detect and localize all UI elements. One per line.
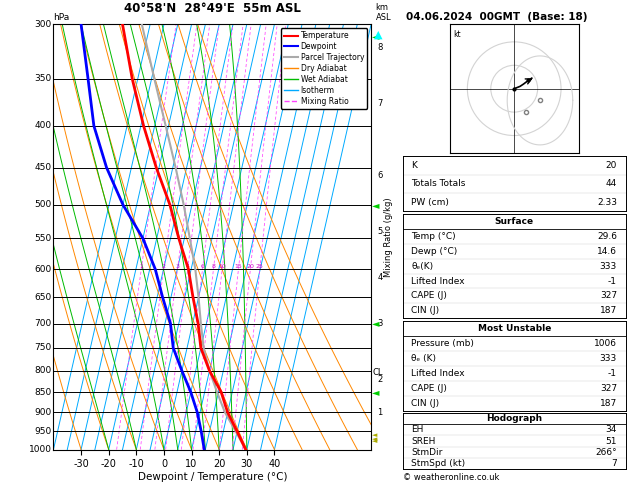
Text: Surface: Surface xyxy=(494,217,534,226)
Text: ◄: ◄ xyxy=(372,318,380,329)
Text: 1006: 1006 xyxy=(594,339,617,348)
Text: 600: 600 xyxy=(35,264,52,274)
Text: 550: 550 xyxy=(35,234,52,243)
Text: 8: 8 xyxy=(377,43,383,52)
Text: 4: 4 xyxy=(377,273,382,282)
Text: Pressure (mb): Pressure (mb) xyxy=(411,339,474,348)
Text: 2: 2 xyxy=(377,375,382,384)
Text: 29.6: 29.6 xyxy=(597,232,617,241)
Text: 15: 15 xyxy=(235,264,242,269)
Text: 2: 2 xyxy=(162,264,165,269)
Text: 327: 327 xyxy=(600,383,617,393)
Text: Lifted Index: Lifted Index xyxy=(411,369,465,378)
Text: 40°58'N  28°49'E  55m ASL: 40°58'N 28°49'E 55m ASL xyxy=(124,1,301,15)
Text: Temp (°C): Temp (°C) xyxy=(411,232,456,241)
Text: 750: 750 xyxy=(35,344,52,352)
Text: 20: 20 xyxy=(247,264,254,269)
Text: Totals Totals: Totals Totals xyxy=(411,179,466,189)
Text: 333: 333 xyxy=(599,354,617,363)
Text: 14.6: 14.6 xyxy=(597,247,617,256)
Text: 400: 400 xyxy=(35,122,52,130)
Text: 187: 187 xyxy=(599,306,617,315)
Text: CIN (J): CIN (J) xyxy=(411,306,440,315)
Text: 850: 850 xyxy=(35,388,52,397)
Text: ◄: ◄ xyxy=(372,387,380,397)
Text: 333: 333 xyxy=(599,261,617,271)
Text: 3: 3 xyxy=(175,264,179,269)
Text: 1000: 1000 xyxy=(29,445,52,454)
Text: 7: 7 xyxy=(611,459,617,468)
Text: ◄: ◄ xyxy=(372,432,378,438)
Text: 450: 450 xyxy=(35,163,52,172)
Text: 4: 4 xyxy=(186,264,190,269)
Text: Dewp (°C): Dewp (°C) xyxy=(411,247,458,256)
Text: 650: 650 xyxy=(35,293,52,302)
Text: CAPE (J): CAPE (J) xyxy=(411,292,447,300)
X-axis label: Dewpoint / Temperature (°C): Dewpoint / Temperature (°C) xyxy=(138,472,287,482)
Text: © weatheronline.co.uk: © weatheronline.co.uk xyxy=(403,473,499,482)
Text: kt: kt xyxy=(454,30,461,39)
Text: EH: EH xyxy=(411,425,424,434)
Text: 950: 950 xyxy=(35,427,52,436)
Text: 25: 25 xyxy=(256,264,264,269)
Text: 327: 327 xyxy=(600,292,617,300)
Text: 187: 187 xyxy=(599,399,617,408)
Text: θₑ (K): θₑ (K) xyxy=(411,354,437,363)
Text: 5: 5 xyxy=(377,227,382,236)
Text: StmSpd (kt): StmSpd (kt) xyxy=(411,459,465,468)
Text: 6: 6 xyxy=(201,264,204,269)
Text: -1: -1 xyxy=(608,369,617,378)
Text: ◄: ◄ xyxy=(372,200,380,210)
Text: SREH: SREH xyxy=(411,436,436,446)
Text: km
ASL: km ASL xyxy=(376,3,391,22)
Text: 34: 34 xyxy=(606,425,617,434)
Text: ◄: ◄ xyxy=(372,31,380,41)
Text: 1: 1 xyxy=(377,408,382,417)
Text: 3: 3 xyxy=(377,319,383,328)
Text: -1: -1 xyxy=(608,277,617,285)
Text: 900: 900 xyxy=(35,408,52,417)
Text: Most Unstable: Most Unstable xyxy=(477,324,551,333)
Text: Hodograph: Hodograph xyxy=(486,414,542,423)
Text: 2.33: 2.33 xyxy=(597,198,617,207)
Text: 1: 1 xyxy=(140,264,143,269)
Text: 51: 51 xyxy=(606,436,617,446)
Text: CAPE (J): CAPE (J) xyxy=(411,383,447,393)
Text: K: K xyxy=(411,161,418,170)
Text: 300: 300 xyxy=(35,20,52,29)
Text: 266°: 266° xyxy=(595,448,617,457)
Text: ◄: ◄ xyxy=(372,436,378,442)
Text: 10: 10 xyxy=(218,264,226,269)
Text: 44: 44 xyxy=(606,179,617,189)
Text: hPa: hPa xyxy=(53,13,70,22)
Text: ▲: ▲ xyxy=(374,29,382,39)
Text: 8: 8 xyxy=(211,264,215,269)
Text: θₑ(K): θₑ(K) xyxy=(411,261,433,271)
Text: 6: 6 xyxy=(377,171,383,180)
Text: 7: 7 xyxy=(377,99,383,107)
Text: ◄: ◄ xyxy=(372,437,378,444)
Text: PW (cm): PW (cm) xyxy=(411,198,449,207)
Legend: Temperature, Dewpoint, Parcel Trajectory, Dry Adiabat, Wet Adiabat, Isotherm, Mi: Temperature, Dewpoint, Parcel Trajectory… xyxy=(281,28,367,109)
Text: CL: CL xyxy=(372,368,383,378)
Text: Lifted Index: Lifted Index xyxy=(411,277,465,285)
Text: 500: 500 xyxy=(35,200,52,209)
Text: StmDir: StmDir xyxy=(411,448,443,457)
Text: 800: 800 xyxy=(35,366,52,375)
Text: 20: 20 xyxy=(606,161,617,170)
Text: Mixing Ratio (g/kg): Mixing Ratio (g/kg) xyxy=(384,197,392,277)
Text: 04.06.2024  00GMT  (Base: 18): 04.06.2024 00GMT (Base: 18) xyxy=(406,12,587,22)
Text: 350: 350 xyxy=(35,74,52,83)
Text: CIN (J): CIN (J) xyxy=(411,399,440,408)
Text: 700: 700 xyxy=(35,319,52,328)
